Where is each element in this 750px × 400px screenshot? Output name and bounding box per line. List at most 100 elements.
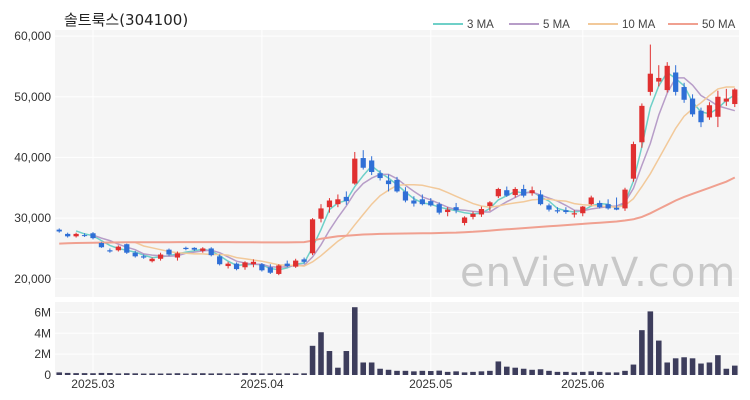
candle-body xyxy=(73,233,79,237)
volume-bar xyxy=(216,373,223,375)
candle xyxy=(504,186,510,197)
volume-bar xyxy=(681,357,687,375)
volume-bar xyxy=(647,311,654,375)
volume-bar xyxy=(250,373,257,375)
candle xyxy=(571,210,577,218)
candle xyxy=(107,248,113,253)
candle-body xyxy=(360,158,366,168)
candle xyxy=(132,250,138,258)
candle-body xyxy=(242,262,248,268)
candle-body xyxy=(225,263,231,267)
volume-bar xyxy=(183,373,189,375)
axes: 20,000 30,000 40,000 50,000 60,000 0 2M 4M 6M 202… xyxy=(14,29,604,391)
volume-bar xyxy=(495,361,502,375)
candle xyxy=(81,233,88,237)
candle xyxy=(335,194,341,208)
candle xyxy=(276,264,282,276)
candle-body xyxy=(436,204,442,213)
volume-tick-label: 2M xyxy=(34,347,51,361)
candle-body xyxy=(656,77,662,82)
candle-body xyxy=(149,258,155,262)
candle-body xyxy=(706,105,713,118)
candle-body xyxy=(445,209,451,213)
volume-bar xyxy=(554,371,561,375)
volume-bar xyxy=(487,370,493,375)
candle xyxy=(673,65,679,96)
candle xyxy=(470,211,476,220)
candle-body xyxy=(200,248,206,251)
volume-bar xyxy=(689,358,696,375)
candle xyxy=(352,151,358,185)
candle xyxy=(461,216,468,226)
ma-line-50ma xyxy=(59,176,736,245)
candle xyxy=(613,197,620,211)
legend-label: 5 MA xyxy=(543,19,570,31)
candle-body xyxy=(318,208,324,219)
candle xyxy=(445,207,451,217)
candle xyxy=(402,187,409,203)
volume-bar xyxy=(259,373,265,375)
candle xyxy=(233,262,240,271)
legend: 3 MA 5 MA 10 MA 50 MA xyxy=(433,19,736,31)
candle-body xyxy=(537,194,544,205)
volume-bar xyxy=(225,373,231,375)
volume-bar xyxy=(351,307,358,375)
candle xyxy=(715,90,721,128)
candle-body xyxy=(326,200,333,208)
volume-bar xyxy=(402,370,409,375)
volume-bar xyxy=(107,373,113,375)
candle xyxy=(250,259,257,268)
candle xyxy=(732,88,738,108)
candle xyxy=(56,228,62,233)
volume-bar xyxy=(461,372,468,375)
candle-body xyxy=(402,191,409,201)
candle xyxy=(309,218,316,256)
volume-bar xyxy=(174,373,181,375)
candlesticks xyxy=(56,44,738,276)
candle-body xyxy=(301,259,307,262)
candle xyxy=(706,102,713,120)
candle-body xyxy=(343,196,349,202)
candle-body xyxy=(546,205,552,210)
volume-bar xyxy=(715,355,721,375)
candle-body xyxy=(605,204,611,209)
volume-bar xyxy=(630,364,637,375)
candle xyxy=(428,198,434,207)
candle-body xyxy=(157,254,164,259)
candle-body xyxy=(613,207,620,210)
volume-bar xyxy=(343,351,350,375)
date-tick-label: 2025.03 xyxy=(71,377,115,391)
candle xyxy=(377,170,383,181)
volume-bar xyxy=(208,373,215,375)
volume-bar xyxy=(149,373,155,375)
volume-bar xyxy=(360,362,367,375)
candle-body xyxy=(664,65,670,91)
volume-bar xyxy=(123,373,130,375)
volume-bar xyxy=(199,373,206,375)
candle-body xyxy=(453,207,459,211)
volume-bar xyxy=(394,370,400,375)
candle xyxy=(580,205,586,217)
candle-body xyxy=(174,253,181,258)
volume-bar xyxy=(335,367,341,375)
candle xyxy=(65,232,71,238)
chart-title: 솔트룩스(304100) xyxy=(64,11,188,29)
candle-body xyxy=(183,247,189,250)
price-tick-label: 60,000 xyxy=(14,29,51,43)
candle xyxy=(369,156,375,176)
volume-bar xyxy=(639,330,645,375)
volume-bar xyxy=(73,373,79,375)
candle-body xyxy=(647,73,653,92)
candle-body xyxy=(504,190,510,196)
candle-body xyxy=(673,72,679,92)
candle-body xyxy=(580,206,586,214)
volume-bar xyxy=(478,371,485,375)
candle xyxy=(225,261,231,269)
candle-body xyxy=(689,98,696,115)
volume-bar xyxy=(596,371,603,375)
candle-body xyxy=(529,190,535,194)
candle xyxy=(115,245,121,252)
candle xyxy=(563,207,569,214)
candle xyxy=(630,141,637,182)
volume-bar xyxy=(503,366,510,375)
